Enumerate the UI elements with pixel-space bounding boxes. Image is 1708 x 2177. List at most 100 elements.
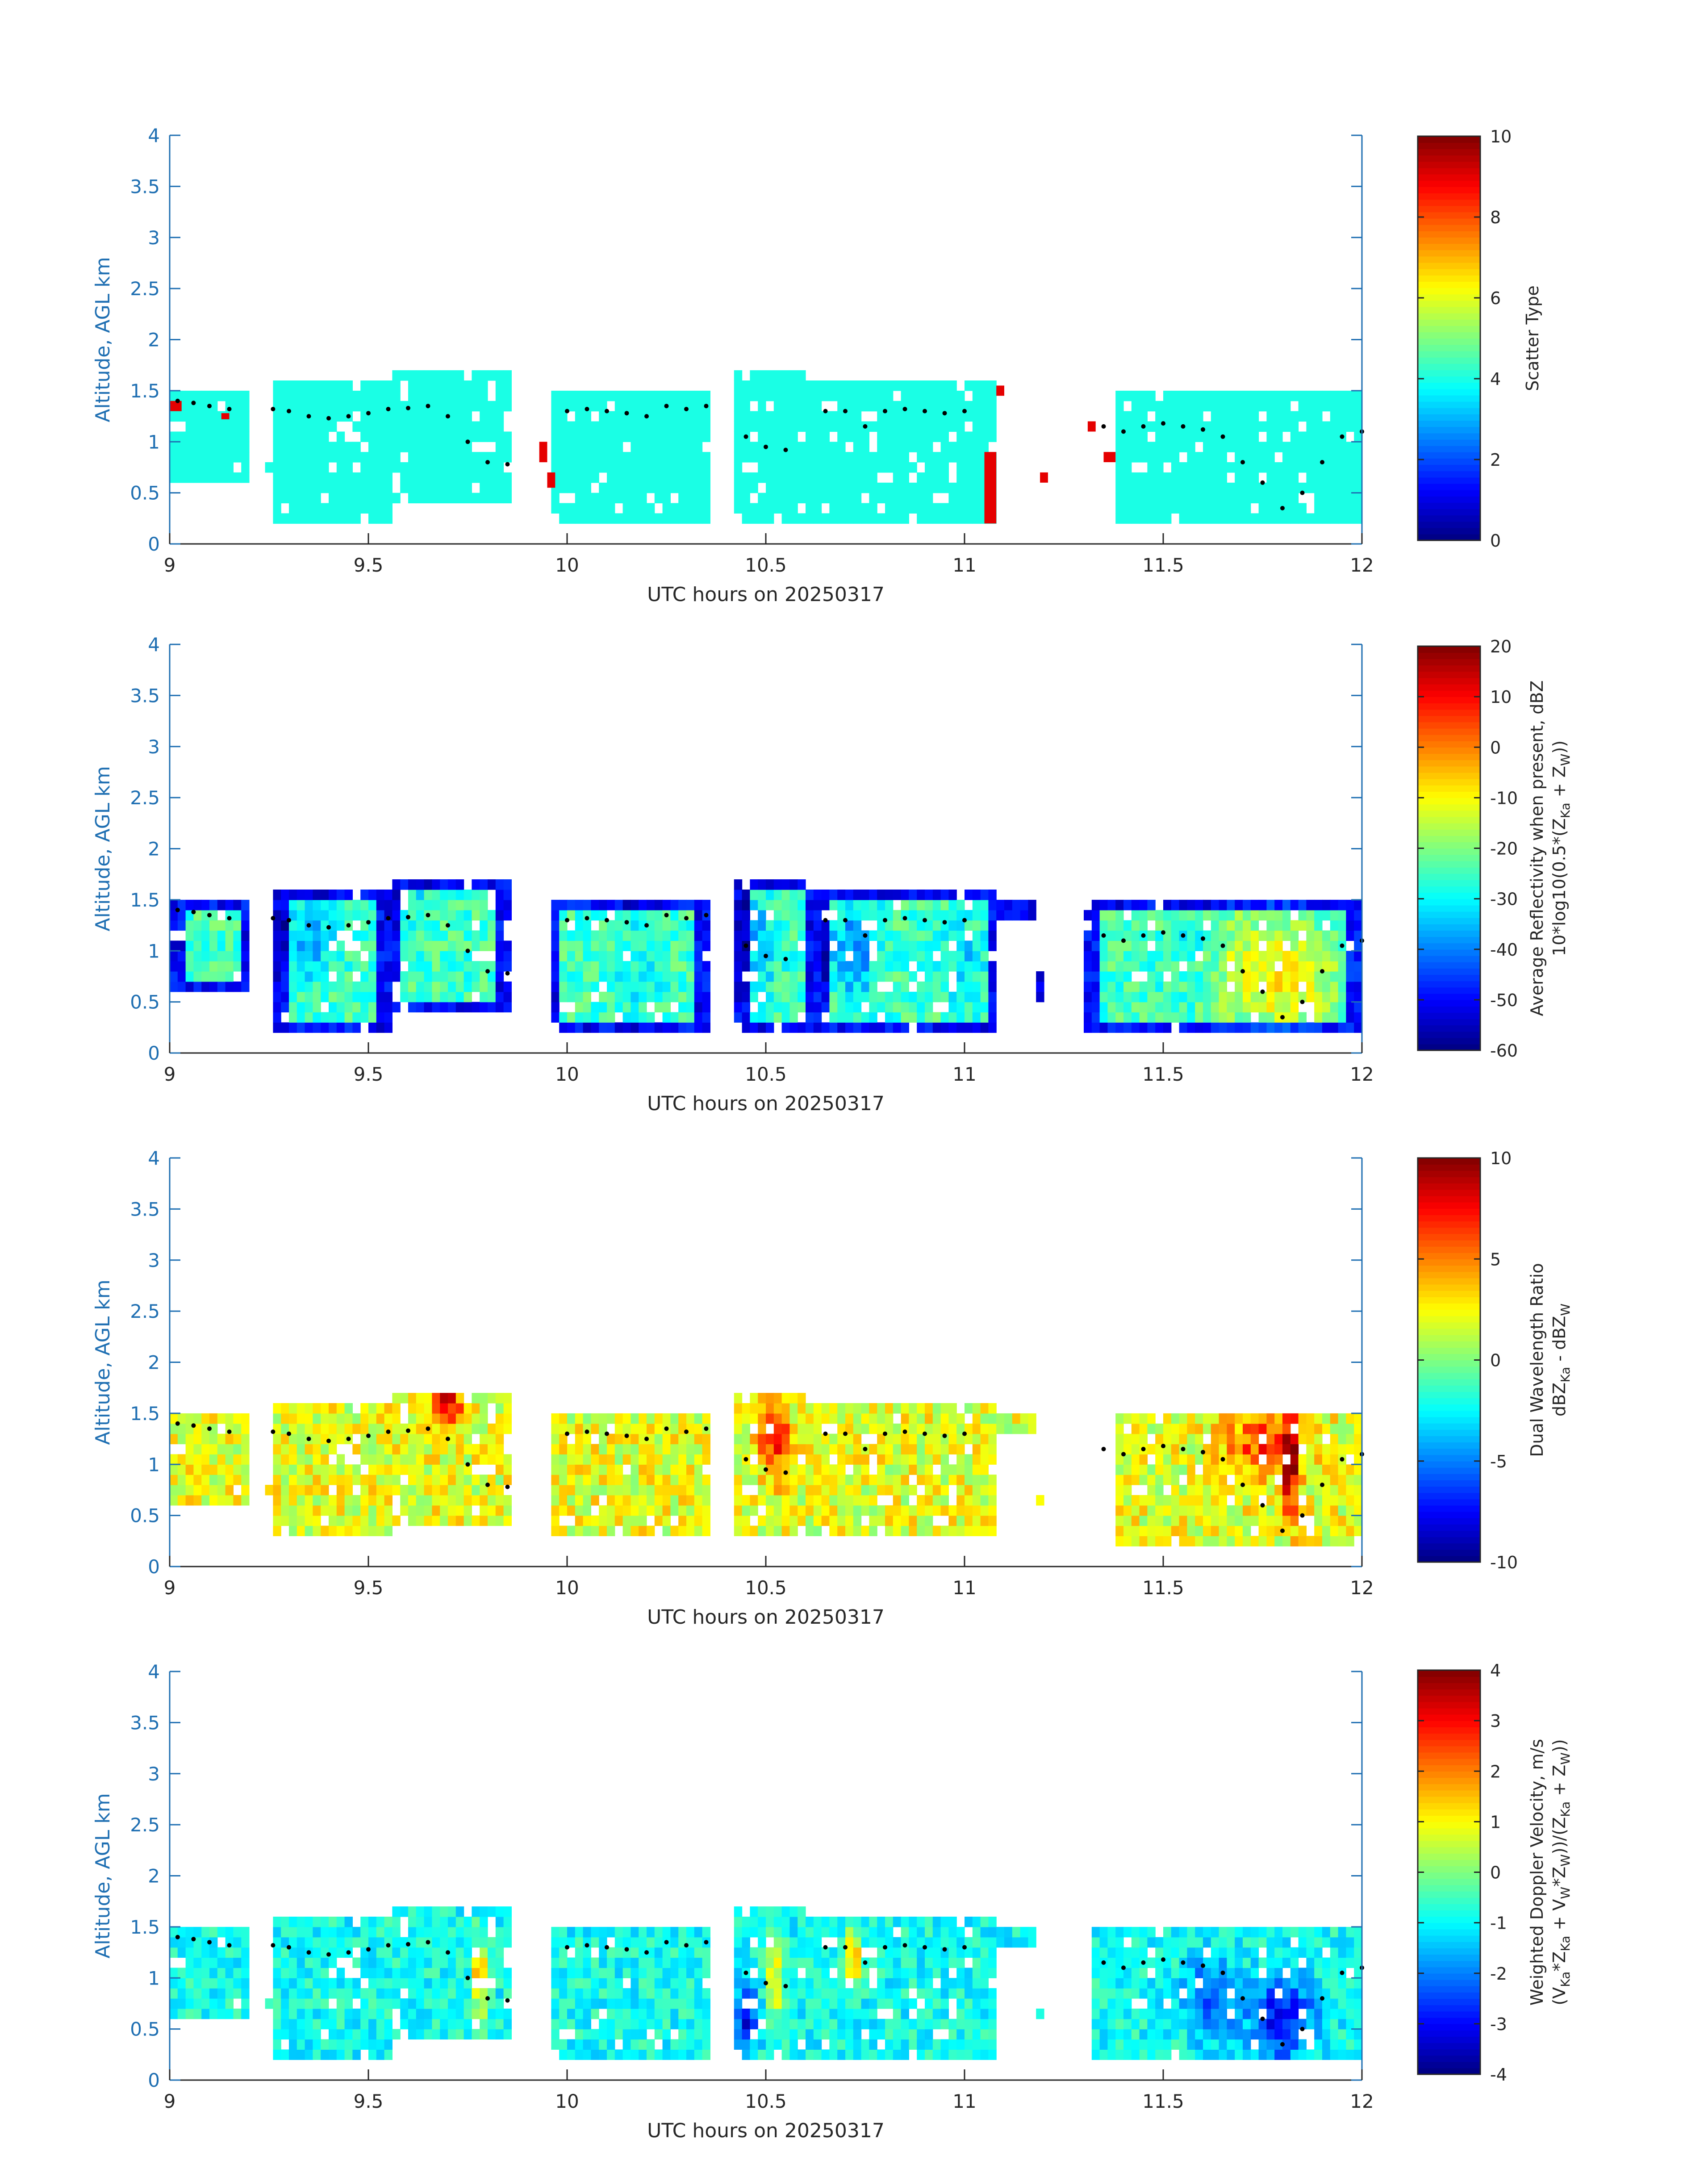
heatmap-cell	[177, 1475, 186, 1485]
heatmap-cell	[932, 1485, 941, 1496]
heatmap-cell	[1298, 1536, 1307, 1546]
heatmap-cell	[368, 961, 377, 972]
heatmap-cell	[750, 1433, 758, 1445]
heatmap-cell	[901, 421, 909, 432]
colorbar-band	[1418, 816, 1480, 823]
heatmap-cell	[877, 920, 885, 931]
melting-layer-point	[764, 444, 768, 449]
heatmap-cell	[607, 493, 615, 504]
heatmap-cell	[464, 910, 472, 921]
heatmap-cell	[440, 1433, 448, 1445]
heatmap-cell	[1298, 513, 1307, 524]
heatmap-cell	[1235, 1515, 1243, 1526]
heatmap-cell	[694, 1454, 703, 1465]
heatmap-cell	[686, 390, 695, 401]
heatmap-cell	[424, 493, 432, 504]
heatmap-cell	[1235, 513, 1243, 524]
heatmap-cell	[885, 890, 894, 900]
heatmap-cell	[551, 1454, 560, 1465]
heatmap-cell	[662, 981, 671, 992]
heatmap-cell	[1099, 940, 1108, 951]
heatmap-cell	[583, 981, 591, 992]
heatmap-cell	[1115, 462, 1124, 473]
heatmap-cell	[448, 1485, 456, 1496]
heatmap-cell	[750, 421, 758, 432]
heatmap-cell	[694, 991, 703, 1003]
heatmap-cell	[956, 452, 965, 463]
heatmap-cell	[1203, 442, 1211, 452]
heatmap-cell	[869, 452, 877, 463]
heatmap-cell	[798, 1002, 806, 1013]
y-tick-label: 1.5	[130, 889, 160, 911]
heatmap-cell	[980, 971, 989, 982]
heatmap-cell	[416, 472, 425, 483]
heatmap-cell	[893, 1403, 902, 1414]
heatmap-cell	[583, 951, 591, 961]
heatmap-cell	[1298, 951, 1307, 961]
heatmap-cell	[408, 971, 417, 982]
heatmap-cell	[639, 493, 647, 504]
melting-layer-point	[386, 916, 391, 921]
heatmap-cell	[607, 1454, 615, 1465]
heatmap-cell	[305, 930, 313, 941]
heatmap-cell	[217, 1485, 226, 1496]
heatmap-cell	[1139, 1433, 1148, 1445]
heatmap-cell	[925, 971, 933, 982]
heatmap-cell	[1282, 1536, 1291, 1546]
heatmap-cell	[488, 421, 496, 432]
heatmap-cell	[1314, 991, 1323, 1003]
heatmap-cell	[296, 920, 305, 931]
heatmap-cell	[781, 482, 790, 493]
heatmap-cell	[1282, 910, 1291, 921]
heatmap-cell	[1274, 442, 1283, 452]
heatmap-cell	[432, 899, 440, 911]
heatmap-cell	[368, 390, 377, 401]
heatmap-cell	[1036, 1495, 1044, 1506]
heatmap-cell	[464, 1464, 472, 1475]
heatmap-cell	[1330, 981, 1339, 992]
heatmap-cell	[702, 1433, 710, 1445]
heatmap-cell	[583, 1022, 591, 1033]
heatmap-cell	[1163, 411, 1172, 422]
colorbar-band	[1418, 791, 1480, 798]
heatmap-cell	[400, 442, 409, 452]
heatmap-cell	[806, 452, 814, 463]
heatmap-cell	[614, 431, 623, 442]
heatmap-cell	[965, 1505, 973, 1516]
heatmap-cell	[575, 482, 584, 493]
heatmap-cell	[185, 961, 194, 972]
heatmap-cell	[742, 920, 750, 931]
heatmap-cell	[925, 1444, 933, 1454]
heatmap-cell	[980, 401, 989, 412]
heatmap-cell	[455, 462, 464, 473]
heatmap-cell	[392, 401, 401, 412]
heatmap-cell	[1338, 401, 1346, 412]
heatmap-cell	[917, 1002, 925, 1013]
heatmap-cell	[1346, 1002, 1354, 1013]
heatmap-cell	[305, 890, 313, 900]
melting-layer-point	[426, 913, 430, 918]
heatmap-cell	[170, 1475, 178, 1485]
heatmap-cell	[766, 513, 774, 524]
heatmap-cell	[575, 431, 584, 442]
heatmap-cell	[821, 452, 830, 463]
colorbar-band	[1418, 968, 1480, 975]
heatmap-cell	[909, 1403, 917, 1414]
heatmap-cell	[734, 1485, 743, 1496]
heatmap-cell	[948, 452, 957, 463]
heatmap-cell	[789, 482, 798, 493]
heatmap-cell	[464, 1002, 472, 1013]
heatmap-cell	[932, 1413, 941, 1424]
heatmap-cell	[1147, 462, 1156, 473]
heatmap-cell	[750, 1495, 758, 1506]
heatmap-cell	[217, 971, 226, 982]
heatmap-cell	[591, 462, 599, 473]
heatmap-cell	[1211, 442, 1219, 452]
heatmap-cell	[972, 411, 981, 422]
heatmap-cell	[932, 472, 941, 483]
heatmap-cell	[734, 1525, 743, 1536]
heatmap-cell	[368, 981, 377, 992]
heatmap-cell	[885, 462, 894, 473]
heatmap-cell	[321, 1464, 329, 1475]
heatmap-cell	[940, 991, 949, 1003]
